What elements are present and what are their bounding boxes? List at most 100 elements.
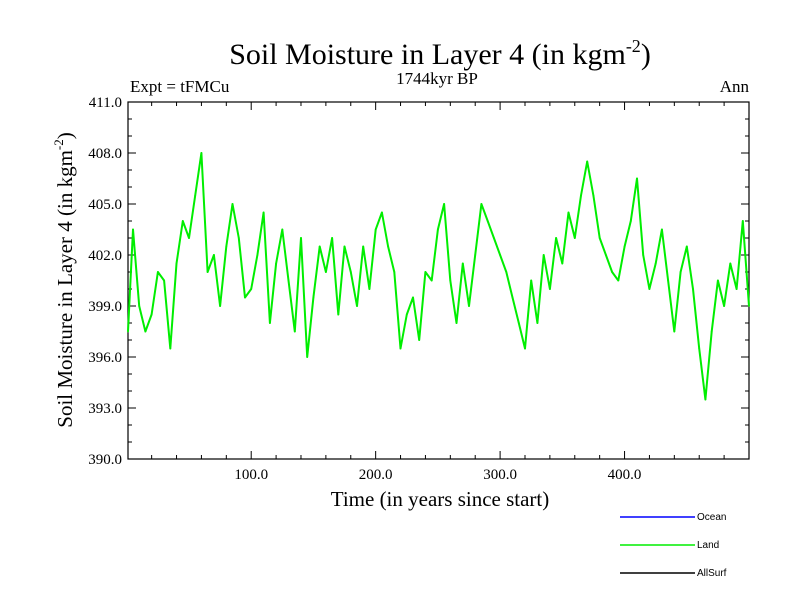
data-point bbox=[331, 237, 333, 239]
data-point bbox=[692, 288, 694, 290]
data-point bbox=[250, 288, 253, 290]
data-point bbox=[648, 288, 651, 290]
data-point bbox=[443, 203, 445, 205]
y-tick-label: 396.0 bbox=[88, 350, 122, 366]
y-axis-title: Soil Moisture in Layer 4 (in kgm-2) bbox=[51, 132, 77, 427]
data-point bbox=[592, 194, 595, 197]
data-point bbox=[287, 279, 290, 282]
data-point bbox=[237, 237, 240, 239]
data-point bbox=[300, 237, 302, 239]
x-tick-label: 100.0 bbox=[234, 467, 268, 483]
y-tick-label: 402.0 bbox=[88, 248, 122, 264]
data-point bbox=[623, 245, 626, 248]
x-tick-label: 200.0 bbox=[359, 467, 393, 483]
data-point bbox=[337, 313, 340, 316]
y-tick-label: 390.0 bbox=[88, 452, 122, 468]
data-point bbox=[567, 211, 570, 214]
data-point bbox=[318, 245, 321, 248]
y-tick-label: 393.0 bbox=[88, 401, 122, 417]
data-point bbox=[679, 271, 682, 273]
data-point bbox=[530, 279, 533, 282]
data-point bbox=[555, 237, 557, 239]
data-point bbox=[561, 262, 564, 265]
data-point bbox=[511, 296, 514, 299]
data-point bbox=[617, 279, 620, 282]
data-point bbox=[381, 211, 383, 214]
data-point bbox=[244, 296, 246, 299]
data-point bbox=[486, 220, 489, 222]
data-point bbox=[480, 203, 483, 205]
x-axis-title: Time (in years since start) bbox=[331, 487, 550, 511]
data-point bbox=[704, 398, 707, 401]
data-point bbox=[449, 279, 452, 282]
data-point bbox=[661, 228, 663, 231]
data-point bbox=[356, 305, 358, 307]
data-point bbox=[206, 271, 209, 273]
data-point bbox=[654, 262, 657, 265]
data-point bbox=[424, 271, 427, 273]
data-point bbox=[468, 305, 470, 307]
data-point bbox=[262, 211, 265, 214]
data-point bbox=[586, 160, 589, 163]
data-point bbox=[580, 194, 582, 197]
legend-label-land: Land bbox=[697, 540, 719, 551]
data-point bbox=[536, 322, 539, 324]
data-point bbox=[418, 339, 421, 341]
data-point bbox=[598, 237, 601, 239]
data-point bbox=[362, 245, 365, 248]
legend-label-allsurf: AllSurf bbox=[697, 568, 727, 579]
data-point bbox=[132, 228, 134, 231]
x-axis: 100.0 200.0 300.0 400.0 bbox=[151, 102, 725, 483]
data-point bbox=[269, 322, 271, 324]
data-point bbox=[368, 288, 371, 290]
data-point bbox=[219, 305, 222, 307]
data-point bbox=[573, 237, 576, 239]
data-point bbox=[549, 288, 551, 290]
data-point bbox=[611, 271, 613, 273]
data-point bbox=[163, 279, 166, 282]
data-point bbox=[493, 237, 495, 239]
legend: Ocean Land AllSurf bbox=[620, 512, 727, 579]
x-tick-label: 400.0 bbox=[608, 467, 642, 483]
data-point bbox=[399, 347, 402, 350]
data-point bbox=[181, 220, 184, 222]
series-line-land bbox=[127, 152, 750, 401]
data-point bbox=[542, 254, 545, 256]
y-tick-label: 405.0 bbox=[88, 197, 122, 213]
data-point bbox=[710, 330, 713, 333]
data-point bbox=[723, 305, 725, 307]
data-point bbox=[325, 271, 327, 273]
data-point bbox=[275, 262, 277, 265]
data-point bbox=[293, 330, 296, 333]
y-tick-label: 408.0 bbox=[88, 146, 122, 162]
chart-subtitle: 1744kyr BP bbox=[396, 69, 478, 88]
data-point bbox=[343, 245, 346, 248]
data-point bbox=[698, 347, 701, 350]
data-point bbox=[729, 262, 732, 265]
data-point bbox=[499, 254, 501, 256]
data-point bbox=[642, 254, 645, 256]
data-point bbox=[461, 262, 464, 265]
data-point bbox=[150, 313, 153, 316]
data-point bbox=[605, 254, 607, 256]
chart-title: Soil Moisture in Layer 4 (in kgm-2) bbox=[229, 36, 651, 71]
data-point bbox=[349, 271, 352, 273]
season-label: Ann bbox=[720, 77, 750, 96]
data-point bbox=[387, 245, 389, 248]
x-tick-label: 300.0 bbox=[483, 467, 517, 483]
data-point bbox=[636, 177, 638, 180]
data-point bbox=[524, 347, 526, 350]
data-point bbox=[748, 305, 750, 307]
data-point bbox=[138, 305, 141, 307]
data-point bbox=[437, 228, 439, 231]
data-point bbox=[157, 271, 159, 273]
y-axis: 390.0 393.0 396.0 399.0 402.0 405.0 408.0 411.0 bbox=[88, 95, 749, 468]
data-point bbox=[430, 279, 433, 282]
data-point bbox=[741, 220, 744, 222]
data-point bbox=[188, 237, 190, 239]
data-point bbox=[717, 279, 719, 282]
data-point bbox=[393, 271, 396, 273]
data-point bbox=[374, 228, 377, 231]
series-group bbox=[127, 152, 750, 401]
